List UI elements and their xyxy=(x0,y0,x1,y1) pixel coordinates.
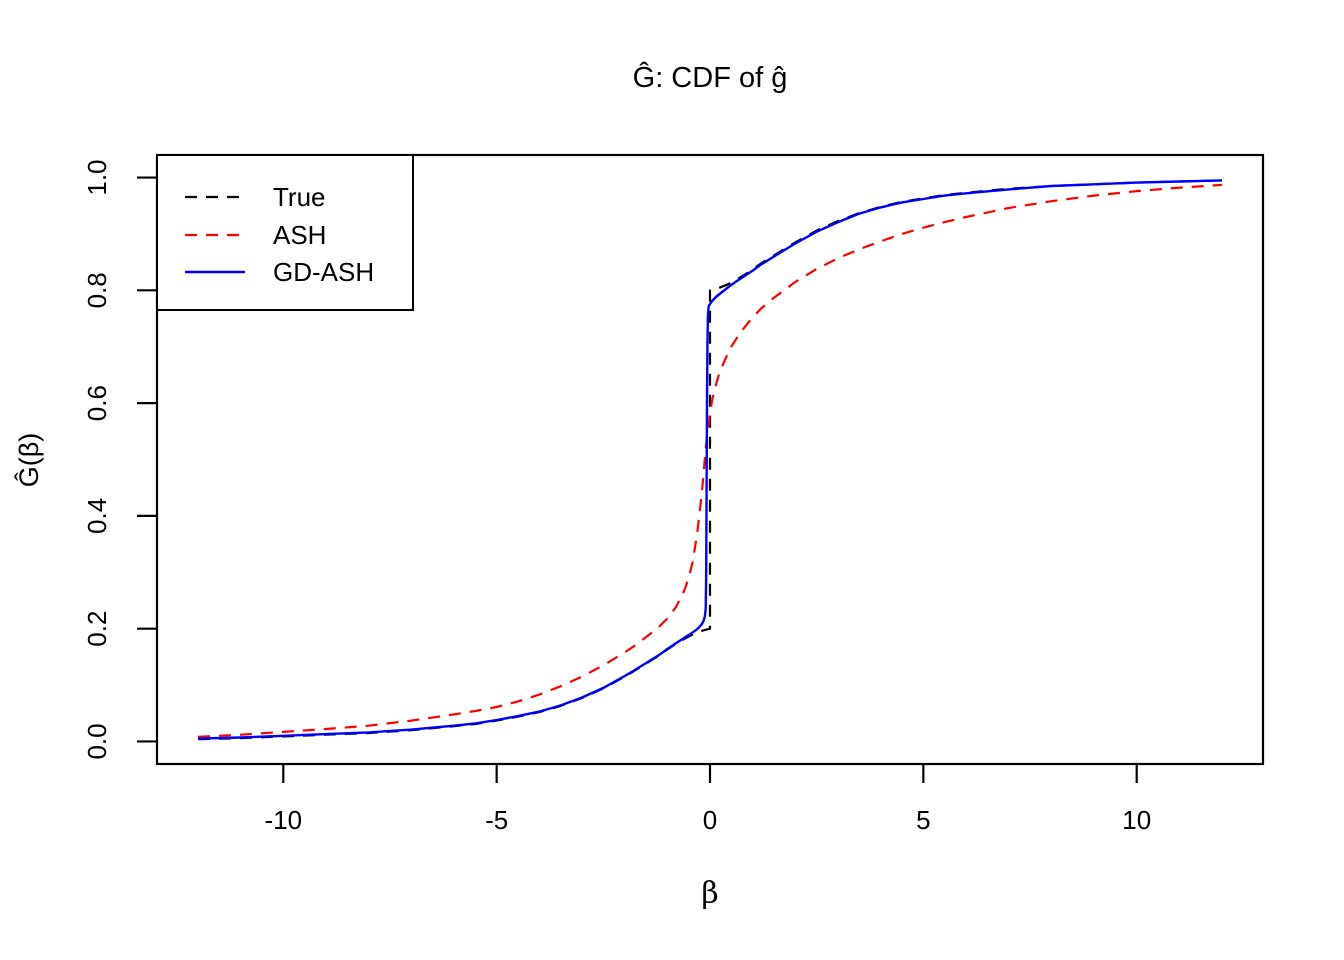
x-tick-label: 0 xyxy=(703,805,717,835)
y-axis-label: Ĝ(β) xyxy=(13,433,44,488)
legend: True ASH GD-ASH xyxy=(156,154,414,311)
x-axis-label: β xyxy=(701,876,718,911)
y-tick-label: 0.0 xyxy=(82,723,112,759)
legend-label-true: True xyxy=(273,182,326,212)
series-line-gd-ash xyxy=(197,179,1223,740)
y-tick-label: 0.8 xyxy=(82,272,112,308)
x-tick-label: -10 xyxy=(265,805,303,835)
legend-label-ash: ASH xyxy=(273,220,326,250)
legend-box xyxy=(156,154,414,311)
axis-ticks: -10 -5 0 5 10 0.0 0.2 0.4 0.6 0.8 1.0 xyxy=(82,159,1151,835)
series-line-ash xyxy=(197,183,1223,738)
curves xyxy=(197,179,1223,741)
legend-label-gdash: GD-ASH xyxy=(273,257,374,287)
x-tick-label: 10 xyxy=(1122,805,1151,835)
y-tick-label: 0.6 xyxy=(82,385,112,421)
y-tick-label: 0.4 xyxy=(82,498,112,534)
y-tick-label: 0.2 xyxy=(82,611,112,647)
y-tick-label: 1.0 xyxy=(82,159,112,195)
x-tick-label: 5 xyxy=(916,805,930,835)
plot-title: Ĝ: CDF of ĝ xyxy=(633,60,788,94)
x-tick-label: -5 xyxy=(485,805,508,835)
